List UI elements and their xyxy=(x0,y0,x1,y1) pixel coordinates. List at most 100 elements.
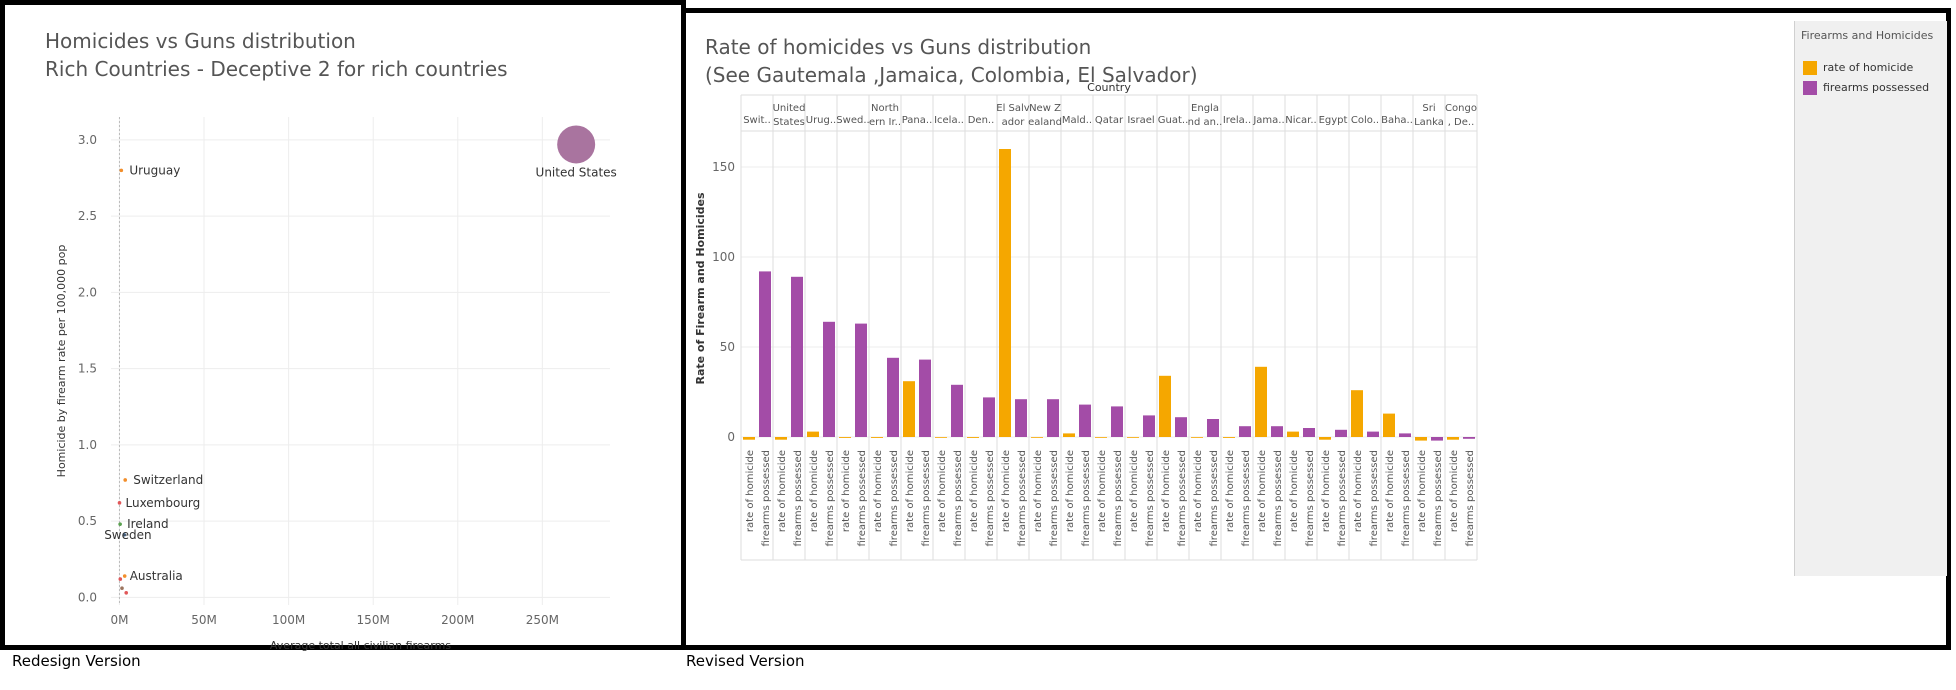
bar-homicide xyxy=(903,381,915,437)
bar-homicide xyxy=(1127,437,1139,438)
bar-homicide xyxy=(1287,431,1299,437)
bar-homicide xyxy=(967,437,979,438)
legend-item-firearms[interactable]: firearms possessed xyxy=(1803,81,1929,97)
y-tick-label: 0 xyxy=(727,430,735,444)
country-label: Sri xyxy=(1422,103,1435,114)
country-label: Urug.. xyxy=(806,115,836,126)
bar-firearms xyxy=(1463,437,1475,439)
bar-firearms xyxy=(823,321,835,437)
country-label: North xyxy=(871,103,899,114)
bar-firearms xyxy=(1047,399,1059,437)
legend-label-firearms: firearms possessed xyxy=(1823,81,1930,94)
country-label: United xyxy=(773,103,806,114)
x-tick-label: 100M xyxy=(272,613,305,627)
bar-firearms xyxy=(1335,429,1347,437)
country-label: States xyxy=(773,117,805,128)
bar-firearms xyxy=(1111,406,1123,437)
bar-firearms xyxy=(1239,426,1251,437)
bar-homicide xyxy=(1383,413,1395,437)
legend-swatch-homicide xyxy=(1803,61,1817,75)
bar-category-label: firearms possessed xyxy=(985,450,996,547)
bar-category-label: firearms possessed xyxy=(889,450,900,547)
bar-category-label: firearms possessed xyxy=(1241,450,1252,547)
country-label: ealand xyxy=(1028,117,1062,128)
x-axis-title: Average total all civilian firearms xyxy=(270,639,451,652)
bar-category-label: rate of homicide xyxy=(745,450,756,532)
country-label: Guat.. xyxy=(1158,115,1189,126)
bar-firearms xyxy=(1271,426,1283,437)
redesign-caption: Redesign Version xyxy=(12,652,141,670)
scatter-point xyxy=(118,522,122,526)
x-tick-label: 250M xyxy=(526,613,559,627)
bar-homicide xyxy=(1159,375,1171,437)
bar-firearms xyxy=(1079,404,1091,437)
x-tick-label: 50M xyxy=(191,613,217,627)
redesign-panel: Homicides vs Guns distribution Rich Coun… xyxy=(0,0,686,652)
country-label: Egypt xyxy=(1319,115,1348,126)
country-label: Congo xyxy=(1445,103,1477,114)
bar-homicide xyxy=(1063,433,1075,437)
country-label: Nicar.. xyxy=(1285,115,1316,126)
bar-firearms xyxy=(1431,437,1443,441)
country-label: Engla xyxy=(1191,103,1219,114)
bar-category-label: rate of homicide xyxy=(777,450,788,532)
point-label: Sweden xyxy=(104,528,151,542)
legend-swatch-firearms xyxy=(1803,81,1817,95)
bar-category-label: rate of homicide xyxy=(905,450,916,532)
revised-caption: Revised Version xyxy=(686,652,805,670)
point-label: Ireland xyxy=(127,517,169,531)
scatter-subtitle: Rich Countries - Deceptive 2 for rich co… xyxy=(45,57,508,81)
country-label: Irela.. xyxy=(1223,115,1251,126)
bar-category-label: rate of homicide xyxy=(809,450,820,532)
point-label: United States xyxy=(536,165,617,179)
bar-homicide xyxy=(1223,437,1235,438)
y-axis-title: Homicide by firearm rate per 100,000 pop xyxy=(55,245,68,478)
bar-category-label: rate of homicide xyxy=(1385,450,1396,532)
y-tick-label: 1.0 xyxy=(78,438,97,452)
bar-firearms xyxy=(919,359,931,437)
bar-category-label: firearms possessed xyxy=(793,450,804,547)
bar-homicide xyxy=(935,437,947,438)
legend-item-homicide[interactable]: rate of homicide xyxy=(1803,61,1913,77)
country-label: nd an.. xyxy=(1188,117,1223,128)
country-label: Den.. xyxy=(968,115,995,126)
point-label: Australia xyxy=(130,569,183,583)
bar-firearms xyxy=(1207,419,1219,437)
bar-category-label: firearms possessed xyxy=(825,450,836,547)
bar-category-label: firearms possessed xyxy=(1305,450,1316,547)
bar-homicide xyxy=(1191,437,1203,438)
bar-firearms xyxy=(1175,417,1187,437)
bar-category-label: firearms possessed xyxy=(1017,450,1028,547)
y-axis-title: Rate of Firearm and Homicides xyxy=(694,192,707,385)
bar-chart: Country 0 50 100 150 Rate of Firearm and Homi… xyxy=(694,81,1478,561)
bar-homicide xyxy=(1351,390,1363,437)
country-label: El Salv xyxy=(996,103,1030,114)
country-label: Pana.. xyxy=(902,115,933,126)
bar-homicide xyxy=(775,437,787,440)
y-tick-label: 100 xyxy=(712,250,735,264)
y-tick-label: 50 xyxy=(720,340,735,354)
bar-category-label: firearms possessed xyxy=(857,450,868,547)
country-label: New Z xyxy=(1029,103,1061,114)
scatter-point xyxy=(118,577,123,581)
bar-homicide xyxy=(1447,437,1459,440)
scatter-title: Homicides vs Guns distribution xyxy=(45,29,356,53)
bar-category-label: rate of homicide xyxy=(937,450,948,532)
legend-label-homicide: rate of homicide xyxy=(1823,61,1914,74)
bar-category-label: rate of homicide xyxy=(873,450,884,532)
bar-homicide xyxy=(1095,437,1107,438)
bar-category-label: rate of homicide xyxy=(841,450,852,532)
country-label: Baha.. xyxy=(1381,115,1413,126)
scatter-point xyxy=(119,168,124,173)
country-label: Qatar xyxy=(1095,115,1124,126)
scatter-point xyxy=(122,574,127,578)
scatter-point xyxy=(117,501,122,505)
bar-category-label: firearms possessed xyxy=(921,450,932,547)
bar-firearms xyxy=(759,271,771,437)
bar-category-label: firearms possessed xyxy=(1433,450,1444,547)
bar-firearms xyxy=(951,384,963,437)
y-tick-label: 0.0 xyxy=(78,590,97,604)
bar-category-label: rate of homicide xyxy=(969,450,980,532)
bar-category-label: firearms possessed xyxy=(1113,450,1124,547)
bar-category-label: firearms possessed xyxy=(761,450,772,547)
